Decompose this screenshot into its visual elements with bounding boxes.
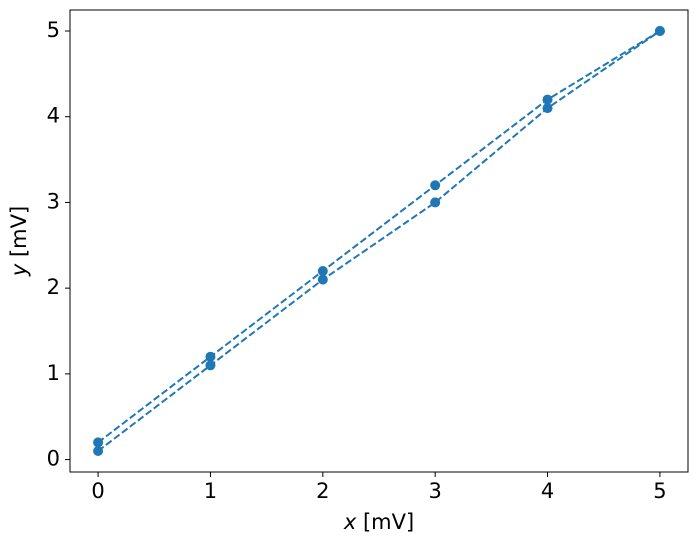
x-tick-label: 5 [653, 479, 666, 503]
data-point [205, 351, 216, 362]
y-axis-label: y [mV] [7, 206, 31, 277]
data-point [317, 266, 328, 276]
y-tick-label: 4 [47, 104, 60, 128]
data-point [654, 26, 665, 36]
x-tick-label: 0 [91, 479, 104, 503]
data-point [93, 446, 104, 456]
data-line [97, 30, 661, 444]
plot-frame [69, 9, 689, 473]
x-tick-label: 3 [428, 479, 441, 503]
data-point [93, 437, 104, 448]
y-tick-label: 5 [47, 18, 60, 42]
data-point [542, 103, 553, 114]
data-point [430, 197, 441, 208]
x-tick-label: 4 [541, 479, 554, 503]
x-tick-label: 1 [204, 479, 217, 503]
data-point [542, 94, 553, 105]
y-tick-label: 1 [47, 361, 60, 385]
y-tick-label: 2 [47, 275, 60, 299]
data-point [430, 180, 441, 191]
x-axis-label: x [mV] [343, 510, 414, 534]
data-point [317, 274, 328, 285]
y-tick-label: 0 [47, 447, 60, 471]
x-tick-label: 2 [316, 479, 329, 503]
data-line [97, 30, 661, 452]
data-point [205, 360, 216, 371]
y-tick-label: 3 [47, 189, 60, 213]
